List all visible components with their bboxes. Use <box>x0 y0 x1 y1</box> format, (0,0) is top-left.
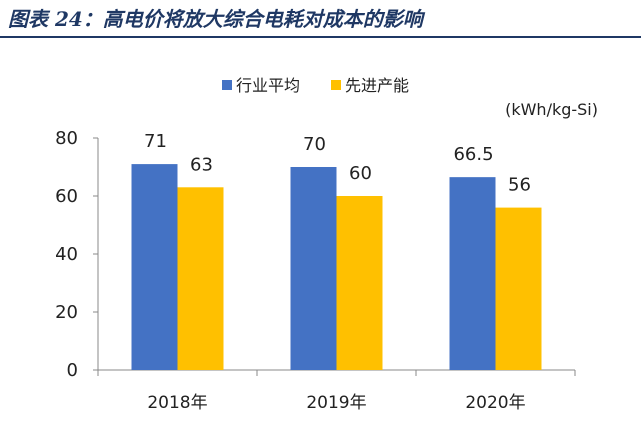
data-label: 60 <box>349 163 372 184</box>
y-tick-label: 60 <box>55 186 78 207</box>
y-tick-label: 0 <box>67 360 78 381</box>
legend-label: 先进产能 <box>345 76 409 95</box>
bar-2 <box>177 187 224 370</box>
x-category-label: 2018年 <box>147 393 207 413</box>
data-label: 66.5 <box>453 144 493 165</box>
x-category-label: 2019年 <box>306 393 366 413</box>
bar-2 <box>336 196 383 370</box>
unit-label: (kWh/kg-Si) <box>505 100 598 119</box>
bar-1 <box>290 167 337 370</box>
y-tick-label: 80 <box>55 128 78 149</box>
legend: 行业平均 先进产能 <box>222 76 409 95</box>
data-label: 70 <box>303 134 326 155</box>
data-label: 56 <box>508 175 531 196</box>
legend-swatch-2 <box>331 80 341 90</box>
bars: 71 70 66.5 63 60 56 <box>131 131 542 370</box>
y-tick-label: 20 <box>55 302 78 323</box>
data-label: 71 <box>144 131 167 152</box>
bar-2 <box>495 207 542 370</box>
title-underline <box>0 36 641 38</box>
figure-title: 图表 24：高电价将放大综合电耗对成本的影响 <box>8 7 423 31</box>
data-label: 63 <box>190 154 213 175</box>
y-tick-label: 40 <box>55 244 78 265</box>
legend-label: 行业平均 <box>236 76 300 95</box>
x-category-label: 2020年 <box>465 393 525 413</box>
bar-1 <box>131 164 178 370</box>
legend-swatch-1 <box>222 80 232 90</box>
bar-1 <box>449 177 496 370</box>
